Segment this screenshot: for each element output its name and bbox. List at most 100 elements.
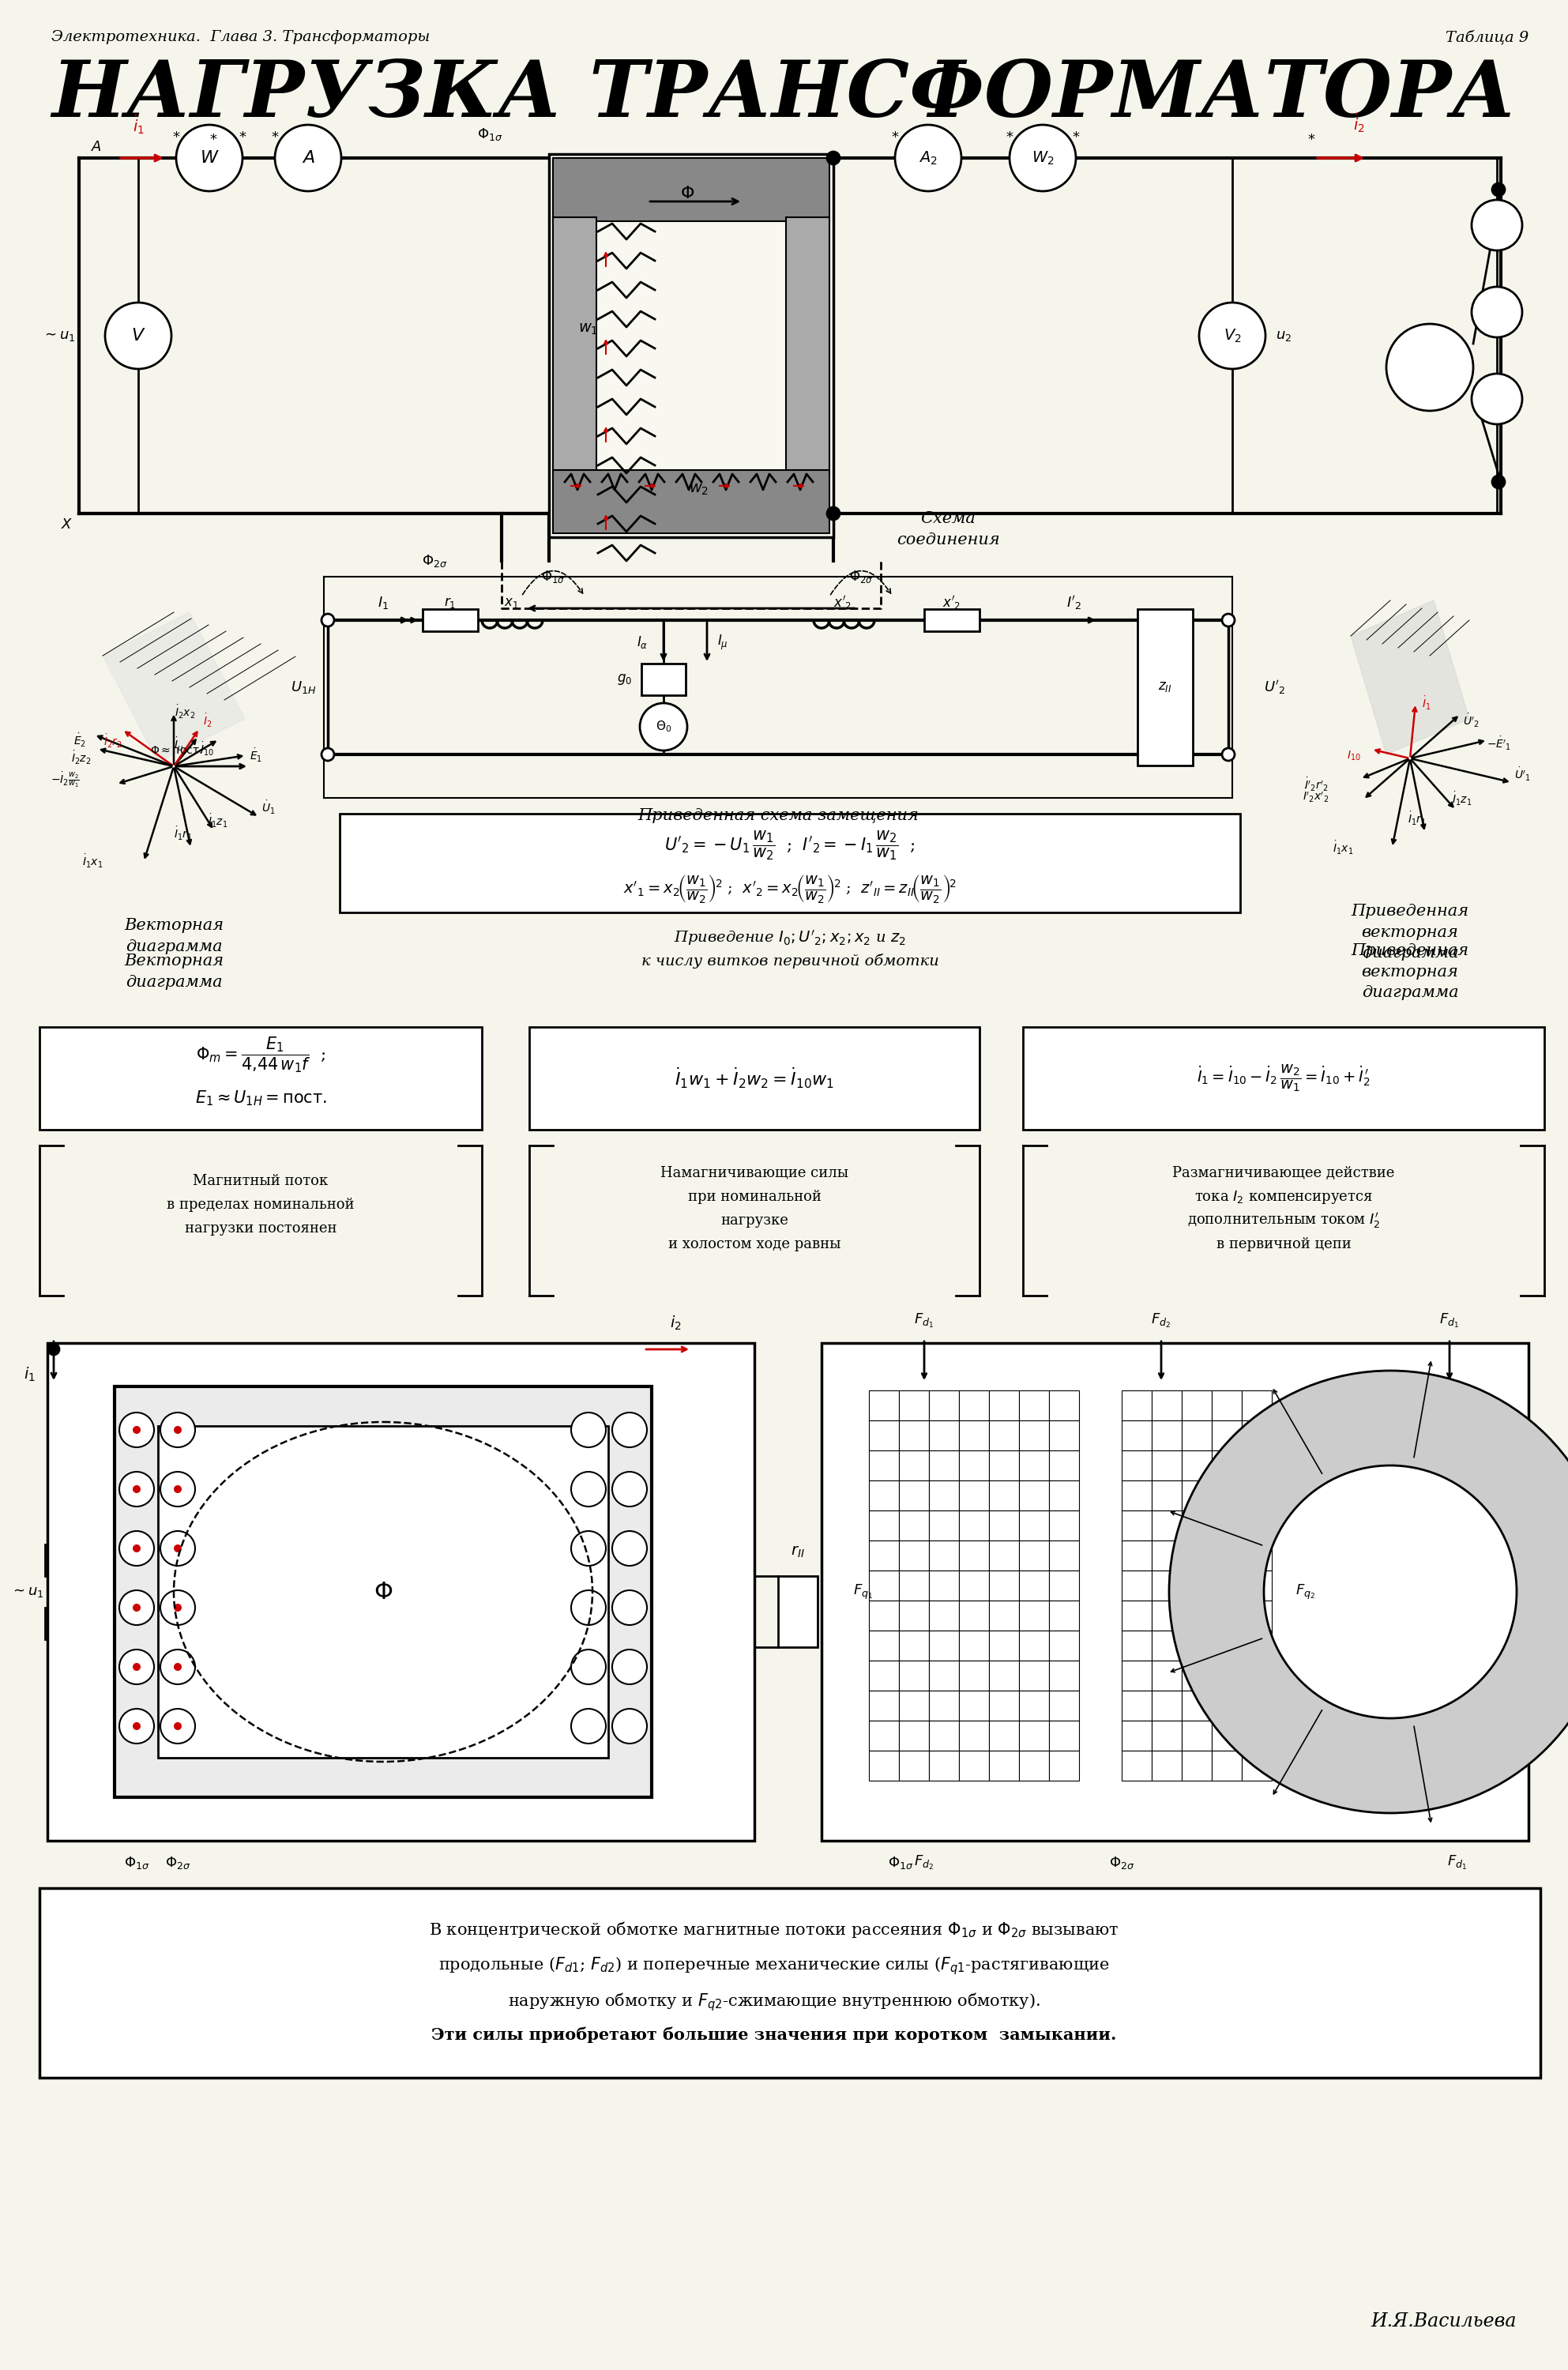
Text: $I'_2$: $I'_2$ [1066, 595, 1082, 611]
Text: $\dot{I}_1 w_1 + \dot{I}_2 w_2 = \dot{I}_{10} w_1$: $\dot{I}_1 w_1 + \dot{I}_2 w_2 = \dot{I}… [674, 1066, 834, 1090]
Circle shape [119, 1472, 154, 1507]
Bar [1212, 1571, 1242, 1600]
Text: $*$: $*$ [1073, 128, 1080, 142]
Text: Приведенная схема замещения: Приведенная схема замещения [638, 808, 919, 822]
Bar [554, 159, 829, 220]
Text: $\Phi$: $\Phi$ [373, 1581, 392, 1604]
Circle shape [1221, 749, 1234, 761]
Bar [1212, 1450, 1242, 1481]
Text: $F_{d_2}$: $F_{d_2}$ [914, 1853, 935, 1872]
Bar [1212, 1600, 1242, 1631]
Circle shape [1472, 374, 1523, 424]
Text: И.Я.Васильева: И.Я.Васильева [1370, 2313, 1516, 2330]
Text: $\Phi$: $\Phi$ [681, 185, 695, 201]
Circle shape [826, 152, 840, 164]
Bar [1212, 1661, 1242, 1690]
Bar [960, 1661, 989, 1690]
Bar [1019, 1721, 1049, 1751]
Bar [960, 1571, 989, 1600]
Circle shape [1200, 303, 1265, 370]
Text: $i_1$: $i_1$ [24, 1365, 36, 1384]
Circle shape [612, 1709, 648, 1744]
Text: $x'_1 = x_2\!\left(\dfrac{w_1}{w_2}\right)^{\!2}$ ;  $x'_2 = x_2\!\left(\dfrac{w: $x'_1 = x_2\!\left(\dfrac{w_1}{w_2}\righ… [624, 872, 956, 905]
Text: $\dot{U}'_2$: $\dot{U}'_2$ [1463, 713, 1480, 730]
Circle shape [321, 614, 334, 626]
Bar [47, 1344, 754, 1841]
Circle shape [133, 1604, 141, 1612]
Bar [989, 1690, 1019, 1721]
Circle shape [571, 1590, 605, 1626]
Circle shape [133, 1545, 141, 1552]
Circle shape [640, 704, 687, 751]
Bar [1019, 1631, 1049, 1661]
Bar [1182, 1571, 1212, 1600]
Bar [989, 1420, 1019, 1450]
Bar [898, 1481, 928, 1510]
Bar [1019, 1391, 1049, 1420]
Bar [1019, 1481, 1049, 1510]
Text: и холостом ходе равны: и холостом ходе равны [668, 1237, 840, 1251]
Circle shape [1386, 325, 1474, 410]
Text: $\dot{I}_2 x_2$: $\dot{I}_2 x_2$ [174, 704, 194, 720]
Text: $\Phi_{1\sigma}$: $\Phi_{1\sigma}$ [477, 126, 503, 142]
Bar [960, 1600, 989, 1631]
Bar [989, 1510, 1019, 1540]
Circle shape [133, 1723, 141, 1730]
Bar [1121, 1571, 1152, 1600]
Text: Намагничивающие силы: Намагничивающие силы [660, 1166, 848, 1180]
Circle shape [119, 1531, 154, 1567]
Bar [1212, 1690, 1242, 1721]
Text: $F_{q_2}$: $F_{q_2}$ [1295, 1583, 1316, 1602]
Bar [928, 1481, 960, 1510]
Bar [1182, 1450, 1212, 1481]
Bar [989, 1481, 1019, 1510]
Bar [1182, 1510, 1212, 1540]
Text: дополнительным током $I_2'$: дополнительным током $I_2'$ [1187, 1211, 1380, 1230]
Text: $-\dot{I}_2\frac{w_2}{w_1}$: $-\dot{I}_2\frac{w_2}{w_1}$ [50, 770, 80, 789]
Bar [1242, 1420, 1272, 1450]
Bar [1242, 1481, 1272, 1510]
Circle shape [174, 1545, 182, 1552]
Bar [1242, 1751, 1272, 1780]
Text: $\dot{I}'_2 r'_2$: $\dot{I}'_2 r'_2$ [1305, 777, 1330, 794]
Circle shape [174, 1664, 182, 1671]
Bar [924, 609, 980, 630]
Bar [1152, 1481, 1182, 1510]
Circle shape [571, 1650, 605, 1685]
Bar [960, 1540, 989, 1571]
Circle shape [105, 303, 171, 370]
Bar [928, 1571, 960, 1600]
Text: Магнитный поток: Магнитный поток [193, 1173, 328, 1187]
Text: $F_{d_1}$: $F_{d_1}$ [1439, 1313, 1460, 1330]
Bar [928, 1661, 960, 1690]
Circle shape [119, 1413, 154, 1448]
Bar [869, 1450, 898, 1481]
Bar [1049, 1661, 1079, 1690]
Circle shape [1221, 614, 1234, 626]
Text: к числу витков первичной обмотки: к числу витков первичной обмотки [641, 953, 939, 969]
Text: $r_{II}$: $r_{II}$ [790, 1545, 804, 1559]
Bar [898, 1450, 928, 1481]
Text: $u_2$: $u_2$ [1276, 329, 1292, 344]
Polygon shape [1350, 600, 1469, 754]
Text: $\dot{I}_2$: $\dot{I}_2$ [202, 713, 212, 730]
Text: $\dot{U}_1$: $\dot{U}_1$ [262, 799, 276, 815]
Text: $I_\alpha$: $I_\alpha$ [637, 635, 648, 649]
Circle shape [160, 1650, 194, 1685]
Text: $-\dot{E}'_1$: $-\dot{E}'_1$ [1486, 735, 1510, 751]
Bar [869, 1510, 898, 1540]
Bar [898, 1690, 928, 1721]
Bar [960, 1481, 989, 1510]
Text: $A$: $A$ [301, 149, 315, 166]
Bar [1182, 1481, 1212, 1510]
Bar [1242, 1600, 1272, 1631]
Text: $\Phi \approx \text{пост.}$: $\Phi \approx \text{пост.}$ [151, 744, 202, 756]
Bar [1212, 1751, 1242, 1780]
Text: при номинальной: при номинальной [688, 1190, 822, 1204]
Bar [960, 1721, 989, 1751]
Bar [898, 1391, 928, 1420]
Bar [1121, 1420, 1152, 1450]
Bar [1121, 1481, 1152, 1510]
Text: $\dot{I}_1 r_1$: $\dot{I}_1 r_1$ [174, 825, 193, 841]
Bar [1019, 1420, 1049, 1450]
